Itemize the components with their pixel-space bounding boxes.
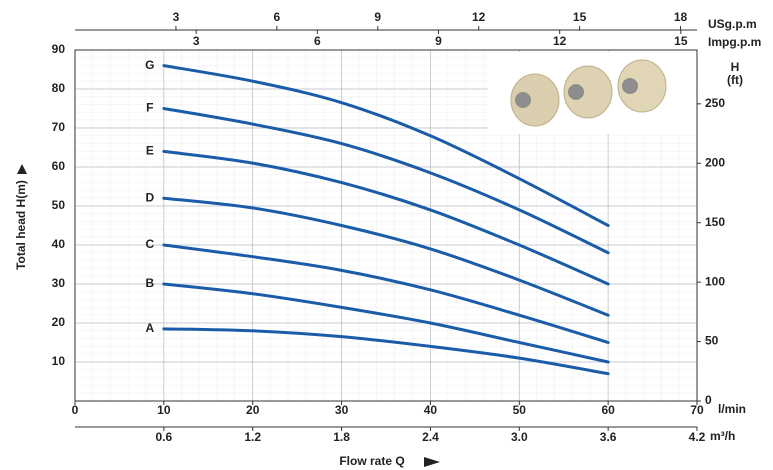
y-tick-label: 40: [52, 237, 66, 251]
top-axis-label: USg.p.m: [708, 17, 757, 31]
y-arrow: [17, 164, 27, 174]
y2-tick-label: 250: [705, 96, 725, 110]
top-tick-label: 3: [193, 34, 200, 48]
pump-curve: [162, 64, 610, 227]
curve-label: D: [146, 190, 155, 204]
y2-axis-title: H: [731, 60, 740, 74]
top-tick-label: 6: [314, 34, 321, 48]
x2-tick-label: 0.6: [156, 430, 173, 444]
y-tick-label: 70: [52, 120, 66, 134]
x-arrow: [424, 457, 440, 467]
x-tick-label: 30: [335, 403, 349, 417]
y-tick-label: 20: [52, 315, 66, 329]
top-tick-label: 15: [674, 34, 688, 48]
top-tick-label: 18: [674, 10, 688, 24]
top-tick-label: 12: [553, 34, 567, 48]
curve-label: E: [146, 144, 154, 158]
pump-curve: [162, 149, 610, 286]
y-axis-title: Total head H(m): [14, 180, 28, 270]
x-axis-unit: l/min: [718, 402, 746, 416]
y2-tick-label: 200: [705, 155, 725, 169]
x-tick-label: 50: [513, 403, 527, 417]
top-tick-label: 15: [573, 10, 587, 24]
y2-tick-label: 0: [705, 393, 712, 407]
x-tick-label: 20: [246, 403, 260, 417]
y-tick-label: 50: [52, 198, 66, 212]
top-tick-label: 9: [435, 34, 442, 48]
y2-tick-label: 100: [705, 274, 725, 288]
y-tick-label: 80: [52, 81, 66, 95]
x2-tick-label: 2.4: [422, 430, 439, 444]
x-tick-label: 0: [72, 403, 79, 417]
pump-curve: [162, 107, 610, 255]
x-tick-label: 40: [424, 403, 438, 417]
top-tick-label: 9: [374, 10, 381, 24]
top-tick-label: 3: [173, 10, 180, 24]
y2-tick-label: 150: [705, 215, 725, 229]
y2-tick-label: 50: [705, 334, 719, 348]
pump-photo: [488, 52, 696, 134]
x2-tick-label: 4.2: [689, 430, 706, 444]
curve-label: F: [146, 101, 153, 115]
x2-axis-unit: m³/h: [710, 429, 735, 443]
top-tick-label: 6: [273, 10, 280, 24]
x2-tick-label: 3.6: [600, 430, 617, 444]
y-tick-label: 10: [52, 354, 66, 368]
x-tick-label: 10: [157, 403, 171, 417]
top-tick-label: 12: [472, 10, 486, 24]
top-axis-label: Impg.p.m: [708, 35, 761, 49]
pump-curve: [162, 327, 610, 376]
x-tick-label: 70: [690, 403, 704, 417]
pump-curve: [162, 243, 610, 344]
y-tick-label: 90: [52, 42, 66, 56]
pump-curve: [162, 196, 610, 317]
x-tick-label: 60: [601, 403, 615, 417]
pump-curve: [162, 282, 610, 364]
x2-tick-label: 1.2: [244, 430, 261, 444]
curve-label: G: [145, 58, 154, 72]
y-tick-label: 30: [52, 276, 66, 290]
x2-tick-label: 1.8: [333, 430, 350, 444]
y-tick-label: 60: [52, 159, 66, 173]
curve-label: A: [146, 321, 155, 335]
plot-frame: [74, 49, 698, 402]
curve-label: B: [146, 276, 155, 290]
x2-tick-label: 3.0: [511, 430, 528, 444]
y2-axis-unit: (ft): [727, 73, 743, 87]
x-axis-title: Flow rate Q: [339, 454, 404, 468]
curve-label: C: [146, 237, 155, 251]
